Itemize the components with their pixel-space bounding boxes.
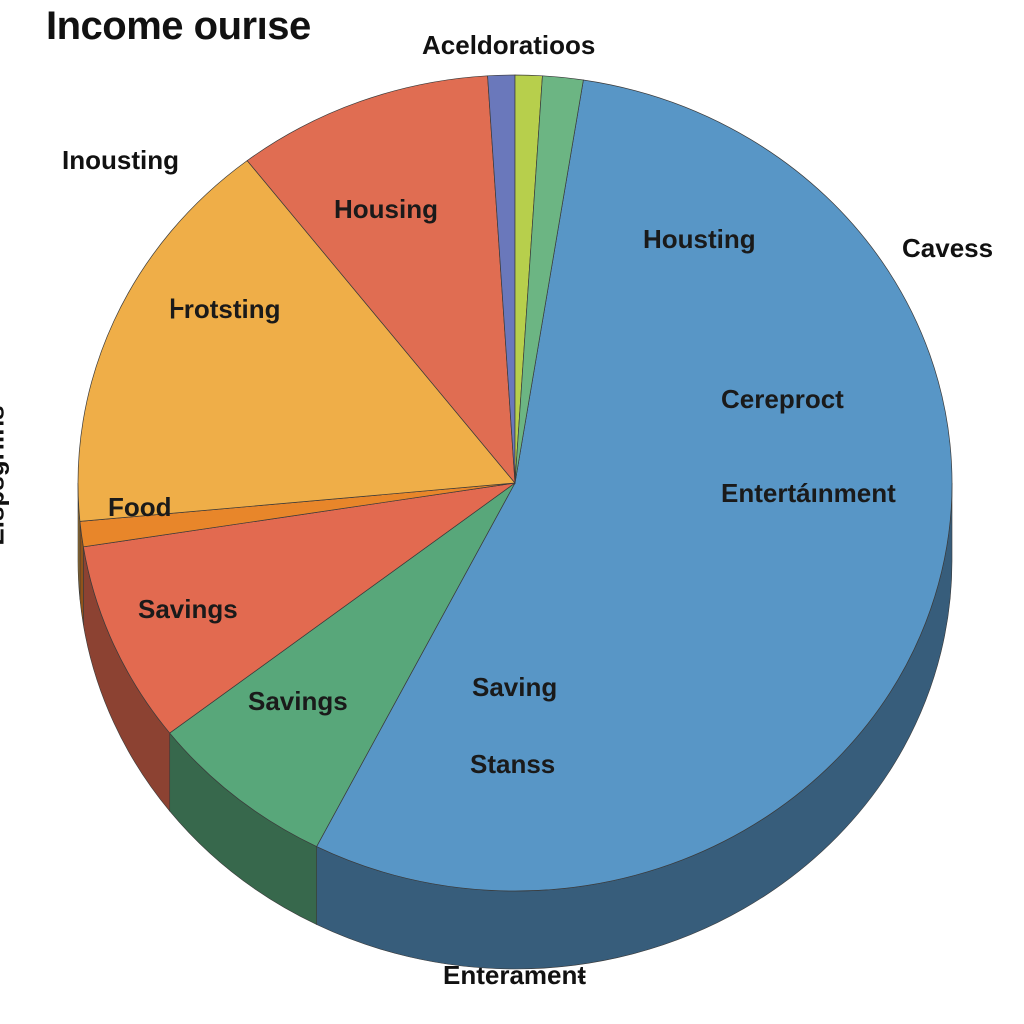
pie-inner-label-4: Stanss	[470, 749, 555, 779]
pie-inner-labels: Housting Cereproct Entertáınment Saving Stan…	[108, 194, 896, 779]
pie-inner-label-1: Cereproct	[721, 384, 844, 414]
pie-slice-4	[77, 160, 516, 522]
outer-label-right: Cavess	[902, 233, 994, 263]
pie-slice-1	[169, 482, 516, 847]
pie-slices	[77, 74, 953, 892]
pie-inner-label-7: Food	[108, 492, 172, 522]
pie-inner-label-8: Ꮀrotsting	[170, 294, 281, 324]
pie-inner-label-5: Savings	[138, 594, 238, 624]
outer-label-upper-left: Inousting	[62, 145, 179, 175]
pie-inner-label-9: Housing	[334, 194, 438, 224]
pie-inner-label-6: Savings	[248, 686, 348, 716]
pie-inner-label-0: Housting	[643, 224, 756, 254]
pie-slice-8	[514, 75, 584, 484]
pie-slice-2	[82, 482, 516, 734]
title-text: Income ourıse	[46, 4, 311, 48]
chart-title: Income ourıse	[46, 4, 311, 49]
pie-slice-5	[246, 75, 516, 485]
outer-label-top: Aceldoratioos	[422, 30, 596, 60]
pie-slice-0	[316, 79, 953, 892]
pie-inner-label-2: Entertáınment	[721, 478, 896, 508]
pie-inner-label-3: Saving	[472, 672, 557, 702]
